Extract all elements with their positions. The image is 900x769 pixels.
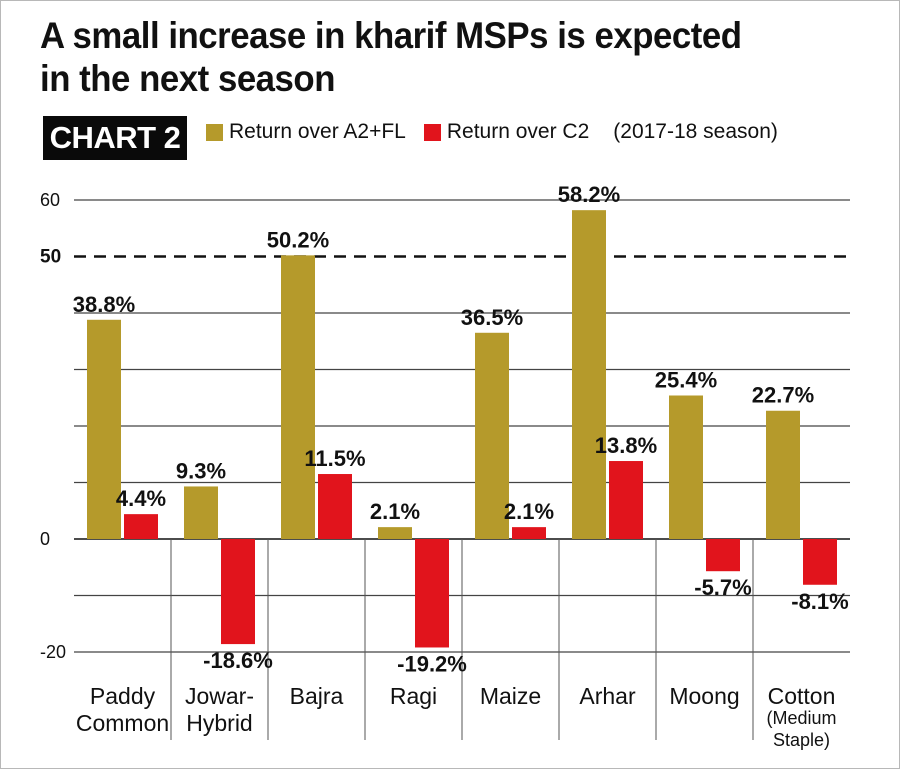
category-label: Arhar: [579, 683, 636, 709]
category-label: Hybrid: [186, 710, 252, 736]
data-label: 50.2%: [267, 227, 329, 252]
category-label: Maize: [480, 683, 541, 709]
y-tick-label: -20: [40, 642, 66, 662]
data-label: -5.7%: [694, 575, 751, 600]
bar: [475, 332, 509, 539]
legend-label-a2fl: Return over A2+FL: [229, 120, 406, 143]
data-label: -19.2%: [397, 651, 467, 676]
bar: [318, 474, 352, 539]
category-label: (Medium: [766, 708, 836, 728]
category-label: Bajra: [290, 683, 344, 709]
data-label: 13.8%: [595, 433, 657, 458]
legend-swatch-a2fl: [206, 123, 223, 141]
bar: [669, 395, 703, 539]
legend-label-c2: Return over C2: [446, 120, 590, 143]
bar: [87, 319, 121, 539]
data-label: -8.1%: [791, 589, 848, 614]
title-line-2: in the next season: [40, 58, 335, 99]
data-label: 11.5%: [304, 446, 365, 471]
legend-item-c2: Return over C2: [423, 120, 590, 144]
bar: [572, 210, 606, 540]
bar: [609, 461, 643, 539]
data-label: 2.1%: [370, 499, 420, 524]
data-label: 58.2%: [558, 182, 620, 207]
category-label: Common: [76, 710, 169, 736]
bar: [378, 527, 412, 539]
legend: Return over A2+FL Return over C2 (2017-1…: [206, 120, 778, 144]
category-label: Paddy: [90, 683, 156, 709]
title-line-1: A small increase in kharif MSPs is expec…: [40, 15, 742, 56]
category-label: Moong: [669, 683, 739, 709]
bar: [512, 527, 546, 539]
bar: [766, 410, 800, 539]
data-label: 25.4%: [655, 367, 717, 392]
category-label: Staple): [773, 730, 830, 750]
bar: [415, 539, 449, 648]
bar: [124, 514, 158, 539]
legend-item-a2fl: Return over A2+FL: [206, 120, 406, 144]
data-label: 36.5%: [461, 305, 523, 330]
y-tick-label: 50: [40, 247, 61, 268]
category-label: Ragi: [390, 683, 437, 709]
legend-swatch-c2: [423, 123, 441, 141]
bar: [184, 486, 218, 539]
y-tick-label: 0: [40, 529, 50, 549]
bar: [221, 539, 255, 645]
legend-season-note: (2017-18 season): [613, 120, 778, 143]
y-tick-label: 60: [40, 190, 60, 210]
bar: [706, 539, 740, 572]
category-label: Jowar-: [185, 683, 254, 709]
category-label: Cotton: [768, 683, 836, 709]
data-label: 2.1%: [504, 499, 554, 524]
data-label: 9.3%: [176, 458, 226, 483]
data-label: 22.7%: [752, 383, 814, 408]
data-label: -18.6%: [203, 648, 273, 673]
chart-title: A small increase in kharif MSPs is expec…: [40, 14, 811, 100]
bar: [803, 539, 837, 585]
data-label: 38.8%: [73, 292, 135, 317]
chart-tag: CHART 2: [43, 116, 187, 160]
bar: [281, 255, 315, 539]
data-label: 4.4%: [116, 486, 166, 511]
